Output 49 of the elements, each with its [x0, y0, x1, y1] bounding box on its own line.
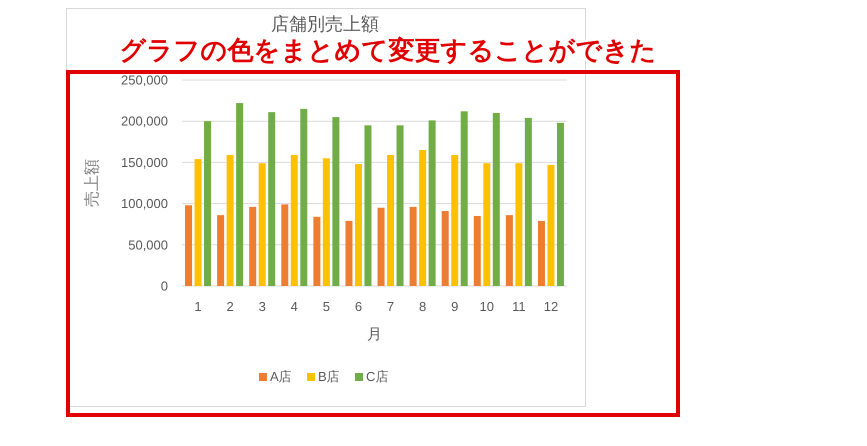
legend-label: C店	[366, 369, 388, 384]
bar	[396, 125, 404, 286]
bar	[258, 163, 266, 286]
bar	[483, 163, 490, 286]
bar	[515, 163, 522, 286]
bar	[451, 154, 458, 286]
bar	[345, 220, 352, 286]
bar	[313, 216, 320, 286]
bar	[506, 215, 513, 286]
bar	[547, 164, 554, 286]
bar	[442, 211, 449, 286]
y-tick-label: 250,000	[121, 72, 168, 88]
bar	[556, 122, 564, 286]
y-tick-label: 200,000	[121, 114, 168, 129]
y-tick-label: 0	[160, 278, 168, 294]
bar	[332, 117, 340, 286]
x-axis-title: 月	[367, 326, 382, 343]
bar	[492, 112, 500, 286]
bar	[474, 216, 481, 286]
text: グラフの色をまとめて変更することができた	[120, 35, 656, 65]
bar	[419, 150, 426, 286]
bar	[290, 154, 298, 286]
bar	[217, 215, 224, 286]
legend-label: B店	[318, 369, 340, 384]
bar	[428, 120, 436, 286]
bar	[300, 108, 308, 286]
bar	[185, 205, 192, 286]
bar	[194, 159, 202, 286]
bar	[249, 206, 256, 286]
bar	[354, 164, 362, 286]
y-tick-label: 150,000	[121, 154, 168, 170]
bar	[268, 112, 276, 286]
chart-title: 店舗別売上額	[271, 14, 379, 34]
bar	[378, 208, 385, 286]
bar	[236, 103, 244, 286]
bar	[204, 121, 212, 286]
bar	[281, 204, 288, 286]
y-tick-label: 100,000	[121, 196, 168, 212]
bar	[322, 158, 330, 286]
bar	[387, 154, 394, 286]
y-tick-label: 50,000	[128, 237, 168, 252]
legend-label: A店	[270, 369, 292, 384]
bar	[460, 111, 468, 286]
y-axis-title: 売上額	[83, 159, 101, 207]
bar	[226, 154, 234, 286]
bar	[364, 125, 372, 286]
bar	[538, 220, 545, 286]
bar	[524, 118, 532, 286]
bar	[410, 206, 417, 286]
